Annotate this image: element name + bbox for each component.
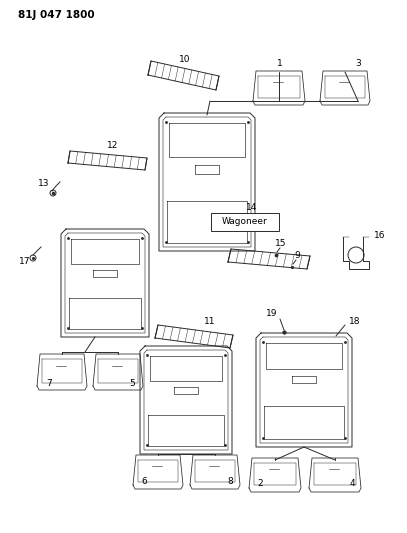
Text: 10: 10 — [179, 55, 191, 64]
Bar — [211, 213, 279, 231]
Text: 14: 14 — [246, 204, 258, 213]
Text: 13: 13 — [38, 180, 50, 189]
Text: 6: 6 — [141, 478, 147, 487]
Text: 3: 3 — [355, 60, 361, 69]
Text: 12: 12 — [107, 141, 119, 149]
Text: 81J 047 1800: 81J 047 1800 — [18, 10, 94, 20]
Text: 16: 16 — [374, 230, 386, 239]
Text: 7: 7 — [46, 379, 52, 389]
Text: Wagoneer: Wagoneer — [222, 217, 268, 227]
Text: 15: 15 — [275, 239, 287, 248]
Text: 8: 8 — [227, 478, 233, 487]
Text: 9: 9 — [294, 252, 300, 261]
Text: 18: 18 — [349, 318, 361, 327]
Text: 4: 4 — [349, 480, 355, 489]
Text: 5: 5 — [129, 379, 135, 389]
Text: 2: 2 — [257, 480, 263, 489]
Text: 11: 11 — [204, 318, 216, 327]
Text: 19: 19 — [266, 310, 278, 319]
Text: 1: 1 — [277, 60, 283, 69]
Text: 17: 17 — [19, 256, 31, 265]
